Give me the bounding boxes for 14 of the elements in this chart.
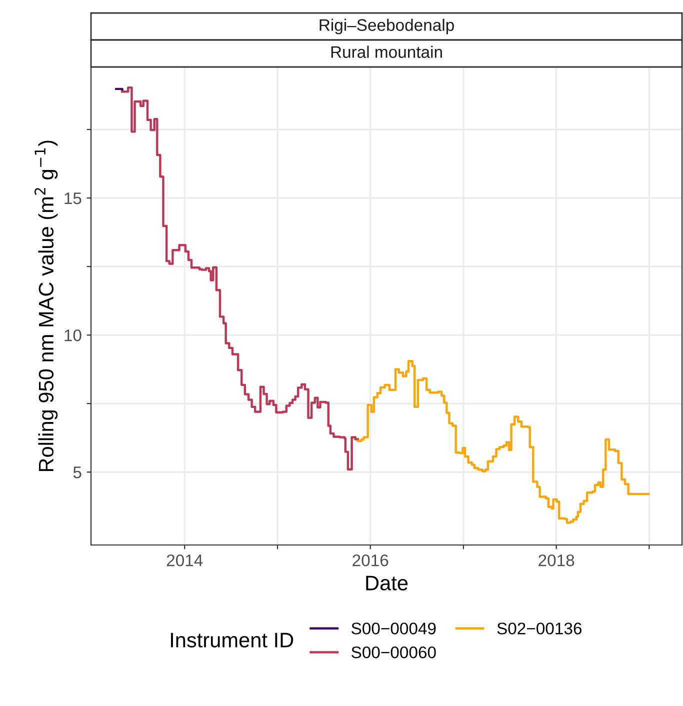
x-axis-title: Date bbox=[366, 576, 408, 590]
legend-title: Instrument ID bbox=[170, 632, 294, 648]
legend-label: S00−00060 bbox=[352, 646, 436, 658]
legend-label: S02−00136 bbox=[497, 622, 582, 634]
y-tick-label: 15 bbox=[64, 192, 82, 204]
x-tick-label: 2014 bbox=[166, 554, 203, 566]
x-tick-label: 2016 bbox=[352, 554, 388, 566]
x-tick-label: 2018 bbox=[538, 554, 574, 566]
chart-title: Rigi–Seebodenalp bbox=[320, 18, 454, 34]
y-axis-title: Rolling 950 nm MAC value (m$^{2}$ g$^{−1}$) bbox=[34, 140, 58, 472]
legend-label: S00−00049 bbox=[352, 622, 436, 634]
y-tick-label: 10 bbox=[64, 329, 82, 342]
chart-subtitle: Rural mountain bbox=[331, 46, 442, 58]
y-tick-label: 5 bbox=[73, 466, 82, 478]
